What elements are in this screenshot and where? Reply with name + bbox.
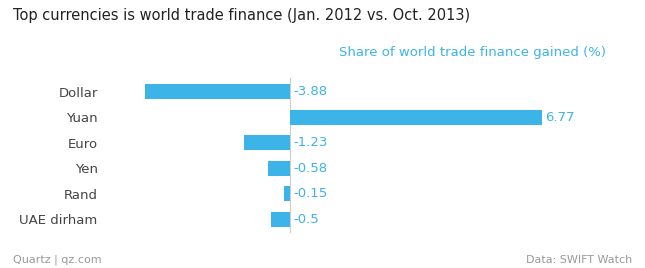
Bar [268, 161, 290, 176]
Bar [145, 84, 290, 99]
Bar [290, 110, 542, 125]
Bar [271, 211, 290, 227]
Text: Top currencies is world trade finance (Jan. 2012 vs. Oct. 2013): Top currencies is world trade finance (J… [13, 8, 470, 23]
Bar [244, 135, 290, 150]
Bar [284, 186, 290, 201]
Text: -0.15: -0.15 [293, 187, 328, 200]
Text: Share of world trade finance gained (%): Share of world trade finance gained (%) [339, 46, 606, 59]
Text: -1.23: -1.23 [293, 136, 328, 149]
Text: -3.88: -3.88 [293, 85, 328, 98]
Text: Quartz | qz.com: Quartz | qz.com [13, 255, 101, 265]
Text: -0.58: -0.58 [293, 162, 328, 175]
Text: -0.5: -0.5 [293, 213, 319, 226]
Text: 6.77: 6.77 [546, 111, 575, 124]
Text: Data: SWIFT Watch: Data: SWIFT Watch [526, 255, 632, 265]
